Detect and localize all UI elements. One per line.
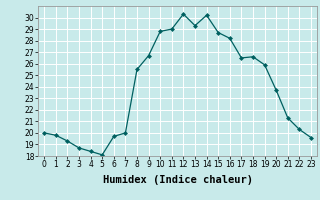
X-axis label: Humidex (Indice chaleur): Humidex (Indice chaleur) [103, 175, 252, 185]
